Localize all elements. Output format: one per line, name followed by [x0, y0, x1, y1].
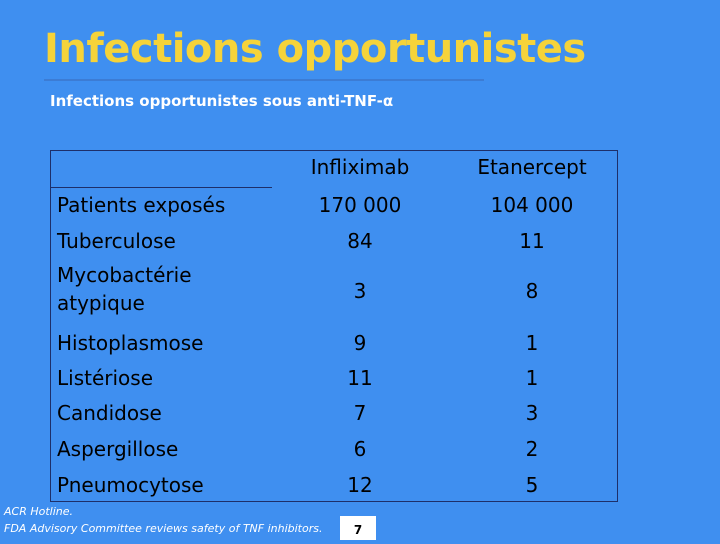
etanercept-value: 11	[519, 229, 545, 253]
row-label: Pneumocytose	[57, 473, 204, 497]
slide-title: Infections opportunistes	[44, 26, 586, 72]
etanercept-value: 5	[525, 473, 539, 497]
etanercept-value: 3	[525, 401, 539, 425]
infliximab-value: 9	[353, 331, 367, 355]
row-label-line1: Mycobactérie	[57, 263, 192, 287]
infliximab-value: 170 000	[318, 193, 402, 217]
etanercept-value: 1	[525, 331, 539, 355]
row-label: Aspergillose	[57, 437, 179, 461]
row-label: Tuberculose	[57, 229, 176, 253]
title-underline	[44, 79, 484, 81]
column-header-infliximab: Infliximab	[310, 155, 410, 179]
table-row: Mycobactérie atypique 3 8	[51, 263, 617, 323]
header-divider	[51, 187, 272, 188]
infliximab-value: 6	[353, 437, 367, 461]
data-table: Infliximab Etanercept Patients exposés 1…	[50, 150, 618, 502]
etanercept-value: 104 000	[490, 193, 574, 217]
infliximab-value: 3	[353, 279, 367, 303]
row-label: Candidose	[57, 401, 162, 425]
etanercept-value: 8	[525, 279, 539, 303]
infliximab-value: 11	[347, 366, 373, 390]
page-number: 7	[340, 516, 376, 540]
infliximab-value: 84	[347, 229, 373, 253]
row-label: Histoplasmose	[57, 331, 204, 355]
etanercept-value: 2	[525, 437, 539, 461]
slide-subtitle: Infections opportunistes sous anti-TNF-α	[50, 92, 394, 110]
footnote-source-1: ACR Hotline.	[4, 505, 74, 518]
row-label-line2: atypique	[57, 291, 145, 315]
etanercept-value: 1	[525, 366, 539, 390]
row-label: Patients exposés	[57, 193, 226, 217]
infliximab-value: 12	[347, 473, 373, 497]
column-header-etanercept: Etanercept	[477, 155, 587, 179]
infliximab-value: 7	[353, 401, 367, 425]
row-label: Listériose	[57, 366, 154, 390]
footnote-source-2: FDA Advisory Committee reviews safety of…	[4, 522, 323, 535]
